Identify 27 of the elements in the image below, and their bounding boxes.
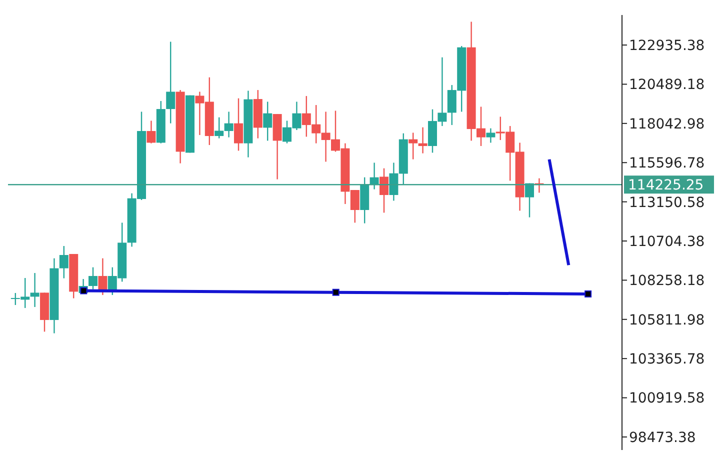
candlestick xyxy=(389,162,398,202)
y-tick-label: 110704.38 xyxy=(629,234,705,250)
candlestick xyxy=(234,98,244,152)
candlestick xyxy=(166,41,176,124)
y-tick-label: 105811.98 xyxy=(629,312,705,328)
y-tick-label: 122935.38 xyxy=(629,38,705,54)
candlestick xyxy=(59,245,68,279)
candlestick xyxy=(418,126,428,154)
y-tick-label: 100919.58 xyxy=(629,390,705,407)
candlestick xyxy=(98,258,108,296)
y-tick-label: 113150.58 xyxy=(629,194,705,211)
candlestick xyxy=(146,120,156,144)
y-tick-label: 115596.78 xyxy=(629,156,705,172)
y-tick-label: 120489.18 xyxy=(629,77,705,94)
candlestick xyxy=(263,101,272,142)
y-tick-label: 103365.78 xyxy=(629,352,705,368)
ref-line-label: 114225.25 xyxy=(628,178,704,194)
y-tick-label: 98473.38 xyxy=(629,430,696,446)
candlestick xyxy=(88,266,98,290)
candlestick xyxy=(408,132,418,160)
y-tick-label: 108258.18 xyxy=(629,273,705,290)
candlestick xyxy=(370,162,379,190)
candlestick xyxy=(486,128,496,144)
candlestick xyxy=(30,272,40,308)
candlestick xyxy=(525,182,534,218)
candlestick xyxy=(380,168,389,214)
y-tick-label: 118042.98 xyxy=(629,116,705,132)
